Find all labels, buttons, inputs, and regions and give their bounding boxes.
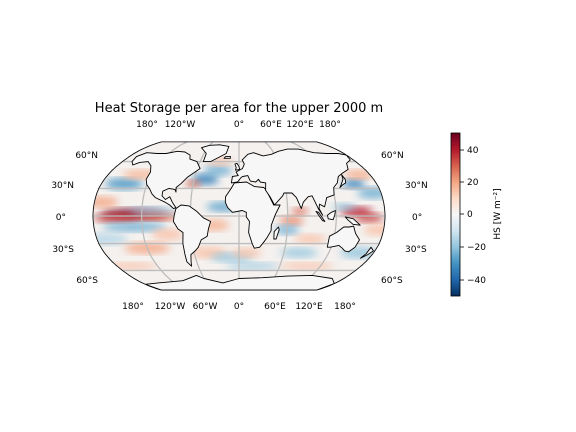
continents — [131, 144, 374, 291]
colorbar-tick-label: 20 — [467, 178, 479, 188]
top-lon-label: 120°W — [165, 120, 196, 130]
colorbar-tick-label: −40 — [467, 276, 486, 286]
left-lat-label: 0° — [56, 213, 66, 223]
colorbar-label: HS [W m⁻²] — [493, 188, 503, 239]
colorbar-tick-label: −20 — [467, 243, 486, 253]
anomaly-patch — [279, 262, 334, 270]
bottom-lon-label: 60°W — [193, 302, 218, 312]
anomaly-patch — [291, 207, 308, 216]
anomaly-patch — [103, 262, 158, 270]
landmass-africa — [224, 181, 281, 249]
bottom-lon-label: 0° — [234, 302, 244, 312]
landmass-eurasia — [230, 148, 351, 216]
right-lat-label: 60°N — [381, 151, 404, 161]
colorbar-ramp — [450, 132, 461, 297]
landmass-new-zealand — [359, 246, 374, 259]
anomaly-patch — [354, 213, 384, 223]
top-longitude-labels: 180° 120°W 0° 60°E 120°E 180° — [136, 120, 341, 130]
anomaly-patch — [92, 233, 129, 245]
top-lon-label: 120°E — [286, 120, 314, 130]
landmass-uk — [234, 162, 241, 171]
colorbar: 40 20 0 −20 −40 HS [W m⁻²] — [450, 132, 503, 297]
anomaly-patch — [331, 203, 357, 211]
anomaly-patch — [203, 164, 232, 176]
left-lat-label: 30°N — [51, 181, 74, 191]
anomaly-patch — [151, 228, 184, 240]
colorbar-ticks: 40 20 0 −20 −40 — [460, 146, 486, 286]
left-lat-label: 60°S — [76, 276, 98, 286]
landmass-greenland — [201, 144, 230, 163]
colorbar-tick-label: 40 — [467, 146, 479, 156]
landmass-indonesia-borneo — [327, 210, 336, 221]
right-lat-label: 30°S — [405, 245, 427, 255]
right-latitude-labels: 60°N 30°N 0° 30°S 60°S — [381, 151, 428, 286]
landmass-australia — [326, 225, 360, 253]
landmass-north-america — [131, 150, 201, 210]
bottom-lon-label: 180° — [334, 302, 356, 312]
anomaly-patch — [225, 262, 280, 270]
anomaly-patch — [280, 248, 318, 258]
right-lat-label: 30°N — [405, 181, 428, 191]
landmass-iceland — [223, 156, 231, 159]
top-lon-label: 60°E — [260, 120, 282, 130]
anomaly-patch — [92, 213, 142, 223]
top-lon-label: 180° — [136, 120, 158, 130]
bottom-lon-label: 120°W — [155, 302, 186, 312]
bottom-lon-label: 120°E — [295, 302, 323, 312]
right-lat-label: 60°S — [381, 276, 403, 286]
landmass-sumatra — [315, 210, 326, 222]
top-lon-label: 180° — [319, 120, 341, 130]
map-panel — [92, 141, 386, 291]
map-title: Heat Storage per area for the upper 2000… — [95, 101, 383, 116]
landmass-japan — [339, 174, 347, 188]
colorbar-tick-label: 0 — [467, 210, 473, 220]
anomaly-patch — [105, 178, 144, 190]
landmass-madagascar — [273, 226, 280, 240]
anomaly-patch — [279, 216, 304, 226]
anomaly-patch — [92, 196, 119, 208]
bottom-lon-label: 60°E — [264, 302, 286, 312]
anomaly-patch — [294, 234, 326, 244]
anomaly-patch — [129, 206, 179, 215]
anomaly-patch — [342, 179, 366, 189]
anomaly-patch — [344, 170, 374, 180]
landmass-south-america — [172, 204, 212, 267]
right-lat-label: 0° — [412, 213, 422, 223]
anomaly-patch — [357, 187, 386, 199]
left-latitude-labels: 60°N 30°N 0° 30°S 60°S — [51, 151, 98, 286]
bottom-longitude-labels: 180° 120°W 60°W 0° 60°E 120°E 180° — [122, 302, 356, 312]
map-frame — [92, 141, 386, 291]
anomaly-patch — [231, 248, 262, 258]
top-lon-label: 0° — [234, 120, 244, 130]
anomaly-patch — [101, 222, 167, 232]
landmass-new-guinea — [344, 216, 361, 226]
left-lat-label: 60°N — [75, 151, 98, 161]
left-lat-label: 30°S — [52, 245, 74, 255]
anomaly-patch — [363, 224, 386, 236]
bottom-lon-label: 180° — [122, 302, 144, 312]
